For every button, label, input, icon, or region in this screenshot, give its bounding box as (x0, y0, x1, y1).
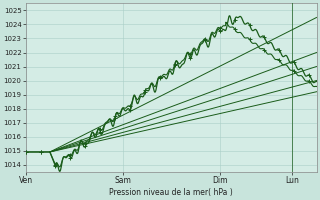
X-axis label: Pression niveau de la mer( hPa ): Pression niveau de la mer( hPa ) (109, 188, 233, 197)
